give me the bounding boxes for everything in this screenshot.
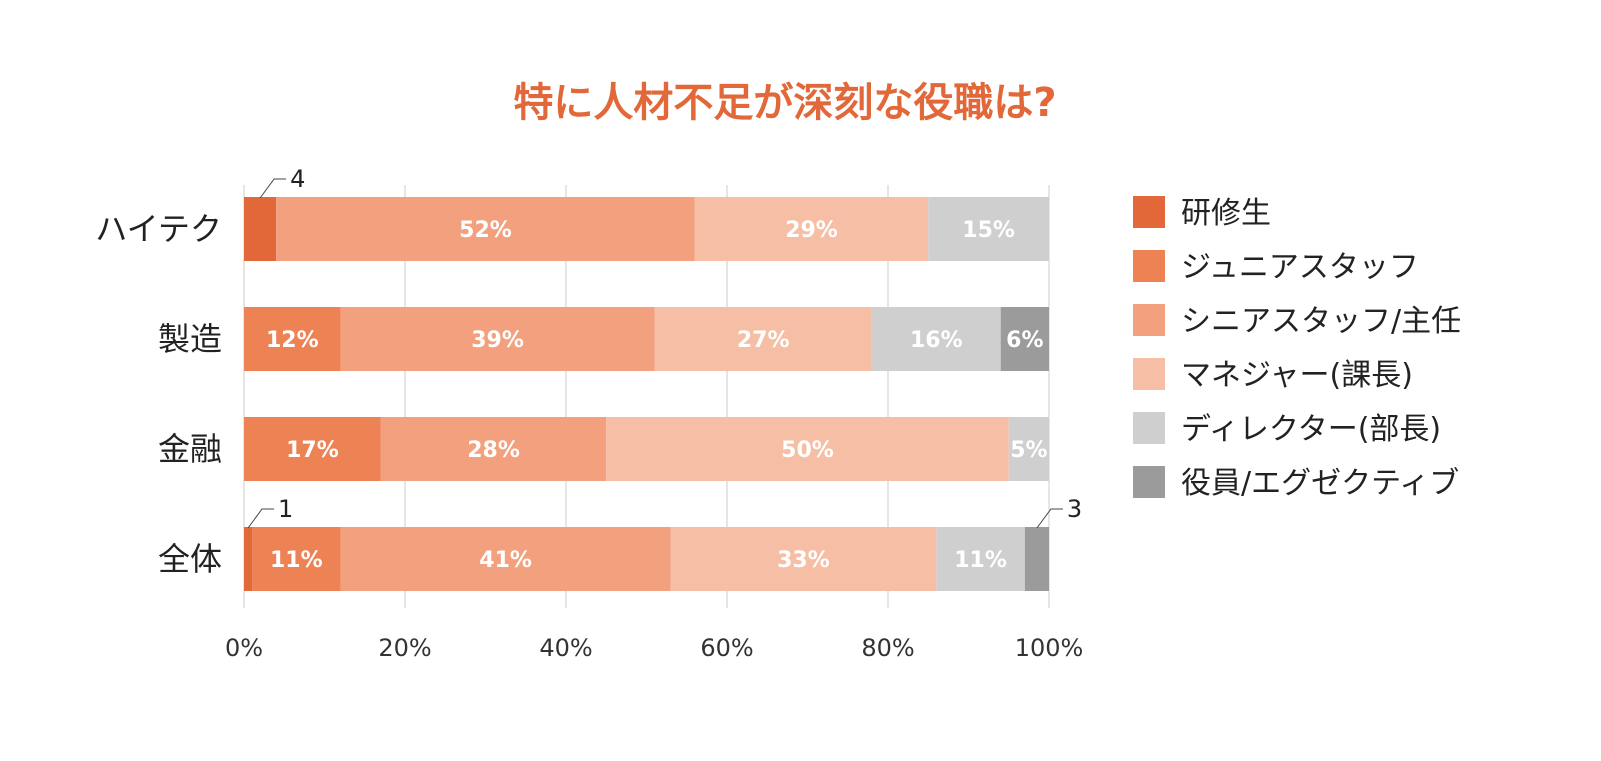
bar-value-label: 11% [954, 548, 1007, 573]
legend-label: マネジャー(課長) [1181, 358, 1413, 393]
bar-value-label: 6% [1006, 328, 1043, 353]
x-tick-label: 60% [700, 634, 753, 662]
bar-segment [340, 527, 671, 591]
bar-value-label: 17% [286, 438, 339, 463]
legend-label: 研修生 [1181, 196, 1271, 231]
bar-segment [244, 307, 341, 371]
legend-swatch [1133, 412, 1165, 444]
bar-segment [936, 527, 1025, 591]
legend-label: ディレクター(部長) [1181, 412, 1441, 447]
x-tick-label: 100% [1015, 634, 1084, 662]
bar-segment [928, 197, 1049, 261]
callout-leader [247, 508, 275, 529]
bar-value-label: 50% [781, 438, 834, 463]
callout-label: 3 [1067, 495, 1082, 523]
bar-value-label: 27% [737, 328, 790, 353]
x-tick-label: 80% [861, 634, 914, 662]
bar-segment [1024, 527, 1049, 591]
bar-value-label: 28% [467, 438, 520, 463]
bar-value-label: 29% [785, 218, 838, 243]
bar-segment [244, 527, 253, 591]
category-label: 全体 [158, 540, 222, 578]
legend-swatch [1133, 304, 1165, 336]
bar-value-label: 39% [471, 328, 524, 353]
bar-segment [654, 307, 872, 371]
bar-value-label: 52% [459, 218, 512, 243]
bar-value-label: 11% [270, 548, 323, 573]
callout-leader [1036, 508, 1063, 529]
x-tick-label: 40% [539, 634, 592, 662]
category-label: 製造 [158, 320, 222, 358]
bar-segment [380, 417, 607, 481]
legend-swatch [1133, 196, 1165, 228]
bars: 52% 29% 15% 12% 39% 27% 16% 6% 17% 28% 50% 5% 11% 41%… [244, 197, 1049, 591]
legend-label: シニアスタッフ/主任 [1181, 304, 1461, 339]
bar-value-label: 5% [1010, 438, 1047, 463]
bar-segment [1008, 417, 1049, 481]
callouts: 4 1 3 [247, 165, 1082, 529]
bar-segment [244, 197, 277, 261]
bar-segment [606, 417, 1009, 481]
callout-label: 4 [290, 165, 305, 193]
bar-value-label: 41% [479, 548, 532, 573]
bar-segment [252, 527, 341, 591]
legend-label: ジュニアスタッフ [1181, 250, 1419, 285]
legend-label: 役員/エグゼクティブ [1181, 466, 1459, 501]
bar-segment [244, 417, 381, 481]
x-tick-label: 0% [225, 634, 263, 662]
callout-label: 1 [278, 495, 293, 523]
category-label: ハイテク [95, 210, 222, 248]
callout-leader [259, 178, 287, 199]
bar-segment [871, 307, 1001, 371]
legend-swatch [1133, 250, 1165, 282]
bar-segment [694, 197, 929, 261]
x-tick-label: 20% [378, 634, 431, 662]
bar-value-label: 33% [777, 548, 830, 573]
chart-title: 特に人材不足が深刻な役職は? [513, 80, 1056, 126]
bar-segment [670, 527, 937, 591]
bar-segment [340, 307, 655, 371]
x-tick-labels: 0% 20% 40% 60% 80% 100% [225, 634, 1083, 662]
bar-value-label: 15% [962, 218, 1015, 243]
bar-value-label: 12% [266, 328, 319, 353]
category-label: 金融 [158, 430, 222, 468]
legend-swatch [1133, 358, 1165, 390]
legend-swatch [1133, 466, 1165, 498]
bar-segment [276, 197, 695, 261]
bar-value-label: 16% [910, 328, 963, 353]
bar-segment [1000, 307, 1049, 371]
